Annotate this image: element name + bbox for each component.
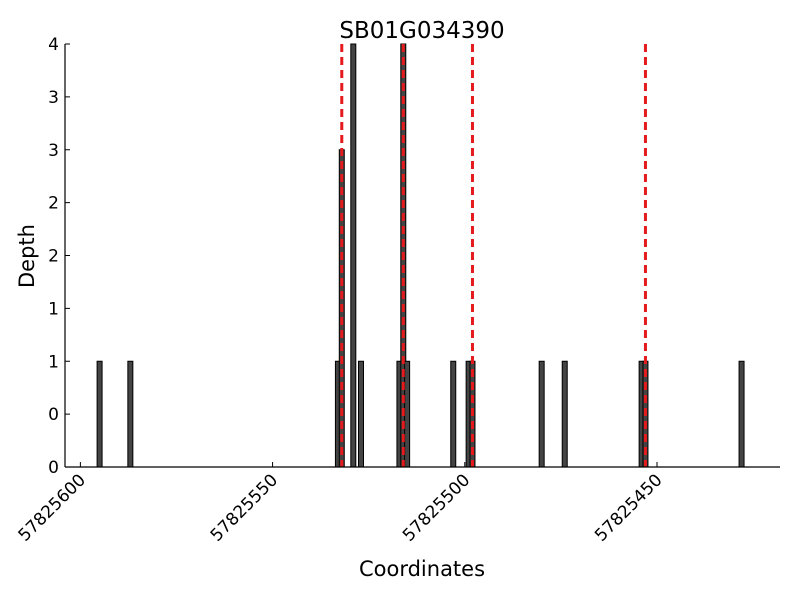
y-tick-label: 3: [48, 88, 59, 108]
x-tick-label: 57825500: [399, 470, 474, 545]
bar: [350, 43, 357, 468]
bar: [538, 360, 545, 468]
y-axis-label: Depth: [15, 224, 39, 288]
chart-title: SB01G034390: [339, 18, 504, 44]
y-tick-label: 3: [48, 141, 59, 161]
bar: [404, 360, 411, 468]
y-tick-label: 1: [48, 352, 59, 372]
x-tick-label: 57825450: [591, 470, 666, 545]
x-axis-label: Coordinates: [359, 557, 485, 581]
y-tick-label: 2: [48, 194, 59, 214]
bar: [357, 360, 364, 468]
x-tick-label: 57825550: [207, 470, 282, 545]
bar: [450, 360, 457, 468]
bar: [561, 360, 568, 468]
y-tick-label: 2: [48, 247, 59, 267]
bar: [96, 360, 103, 468]
y-tick-label: 4: [48, 35, 59, 55]
y-tick-label: 1: [48, 299, 59, 319]
x-tick-label: 57825600: [15, 470, 90, 545]
bar: [127, 360, 134, 468]
bar: [738, 360, 745, 468]
y-tick-label: 0: [48, 458, 59, 478]
y-tick-label: 0: [48, 405, 59, 425]
